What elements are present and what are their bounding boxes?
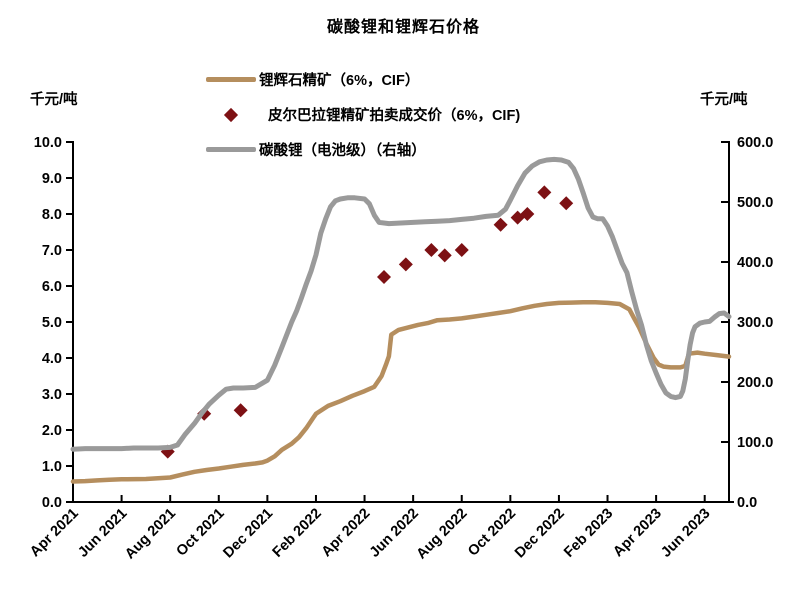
auction-price-diamond bbox=[376, 270, 391, 284]
y-tick-label-right: 200.0 bbox=[737, 375, 773, 391]
auction-price-diamond bbox=[233, 403, 248, 418]
x-tick-label: Oct 2021 bbox=[174, 506, 228, 560]
x-tick-label: Feb 2022 bbox=[270, 506, 325, 561]
y-tick-label-left: 7.0 bbox=[42, 243, 62, 259]
x-tick-label: Apr 2021 bbox=[27, 506, 82, 561]
y-tick-label-right: 0.0 bbox=[737, 495, 757, 511]
y-tick-label-left: 9.0 bbox=[42, 171, 62, 187]
line-swatch-icon bbox=[206, 77, 256, 82]
y-tick-label-left: 2.0 bbox=[42, 423, 62, 439]
x-tick-label: Apr 2023 bbox=[610, 506, 665, 561]
y-tick-label-right: 600.0 bbox=[737, 135, 773, 151]
y-tick-label-left: 8.0 bbox=[42, 207, 62, 223]
y-tick-label-left: 4.0 bbox=[42, 351, 62, 367]
line-swatch-icon bbox=[206, 147, 256, 152]
x-tick-label: Aug 2021 bbox=[122, 506, 179, 563]
right-axis-unit-label: 千元/吨 bbox=[700, 92, 748, 108]
x-tick-label: Dec 2022 bbox=[512, 506, 568, 562]
legend-item-lithium-carbonate: 碳酸锂（电池级）（右轴） bbox=[206, 132, 520, 167]
auction-price-diamond bbox=[398, 257, 413, 272]
legend-item-label: 锂辉石精矿（6%，CIF） bbox=[259, 73, 420, 89]
x-tick-label: Feb 2023 bbox=[561, 506, 616, 561]
x-tick-label: Oct 2022 bbox=[465, 506, 519, 560]
x-tick-label: Dec 2021 bbox=[220, 506, 276, 562]
auction-price-diamond bbox=[424, 243, 439, 257]
y-tick-label-left: 6.0 bbox=[42, 279, 62, 295]
legend-item-label: 碳酸锂（电池级）（右轴） bbox=[259, 143, 426, 159]
auction-price-diamond bbox=[537, 185, 552, 200]
y-tick-label-left: 1.0 bbox=[42, 459, 62, 475]
left-axis-unit-label: 千元/吨 bbox=[30, 92, 78, 108]
legend-item-label: 皮尔巴拉锂精矿拍卖成交价（6%，CIF) bbox=[268, 108, 521, 124]
auction-price-diamond bbox=[520, 207, 535, 221]
chart-title: 碳酸锂和锂辉石价格 bbox=[326, 19, 480, 36]
x-tick-label: Apr 2022 bbox=[319, 506, 374, 561]
legend-item-spodumene: 锂辉石精矿（6%，CIF） bbox=[206, 62, 520, 97]
y-tick-label-right: 500.0 bbox=[737, 195, 773, 211]
y-tick-label-right: 400.0 bbox=[737, 255, 773, 271]
auction-price-diamond bbox=[437, 248, 452, 263]
x-tick-label: Jun 2023 bbox=[658, 506, 713, 561]
y-tick-label-left: 3.0 bbox=[42, 387, 62, 403]
auction-price-diamond bbox=[493, 217, 508, 232]
legend: 锂辉石精矿（6%，CIF） 皮尔巴拉锂精矿拍卖成交价（6%，CIF) 碳酸锂（电… bbox=[206, 62, 520, 167]
auction-price-diamond bbox=[559, 196, 574, 211]
y-tick-label-right: 300.0 bbox=[737, 315, 773, 331]
x-tick-label: Aug 2022 bbox=[414, 506, 471, 563]
y-tick-label-left: 10.0 bbox=[34, 135, 62, 151]
lithium-carbonate-line bbox=[70, 156, 732, 452]
legend-item-pilbara-auction: 皮尔巴拉锂精矿拍卖成交价（6%，CIF) bbox=[206, 97, 520, 132]
y-tick-label-left: 0.0 bbox=[42, 495, 62, 511]
y-tick-label-left: 5.0 bbox=[42, 315, 62, 331]
y-tick-label-right: 100.0 bbox=[737, 435, 773, 451]
auction-price-diamond bbox=[454, 243, 469, 257]
